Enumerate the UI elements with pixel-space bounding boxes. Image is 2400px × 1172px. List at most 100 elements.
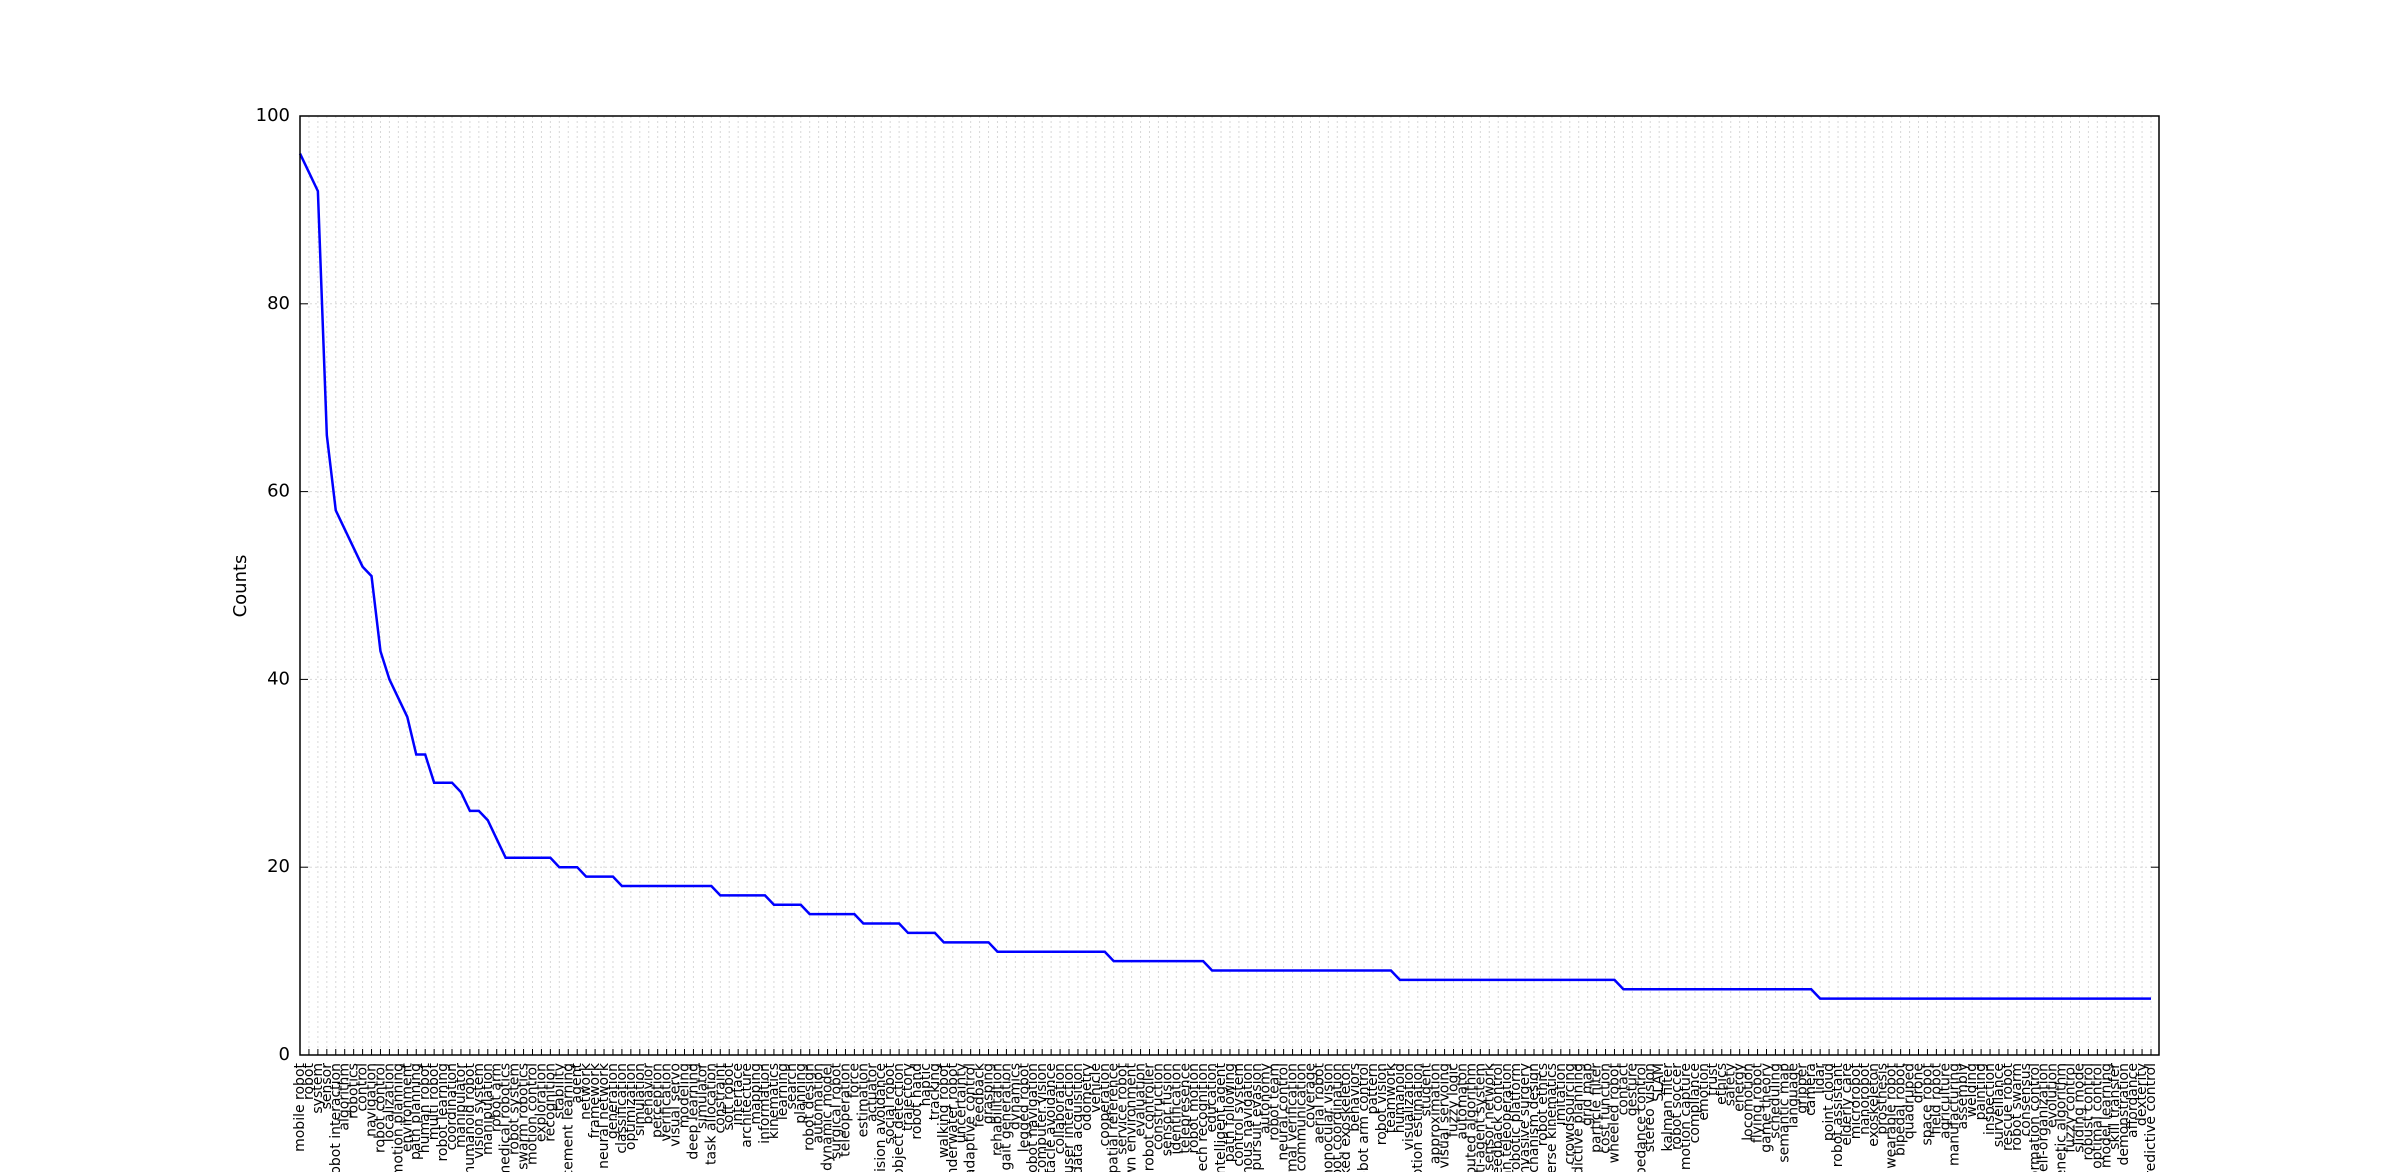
x-tick-label: affordance: [2125, 1063, 2141, 1138]
x-tick-label: cost function: [1598, 1063, 1614, 1154]
x-tick-label: robust control: [2080, 1063, 2096, 1161]
x-tick-label: rescue robot: [2000, 1062, 2016, 1150]
x-tick-label: robot navigation: [1025, 1063, 1041, 1172]
x-tick-label: neural network: [596, 1062, 612, 1169]
x-tick-label: drone: [1911, 1063, 1927, 1103]
x-tick-label: framework: [587, 1062, 603, 1138]
x-tick-label: coverage: [1302, 1063, 1318, 1128]
x-tick-label: perception: [650, 1063, 666, 1138]
x-tick-label: interface: [730, 1063, 746, 1125]
x-tick-label: human teleoperation: [1499, 1063, 1515, 1172]
x-tick-label: quadruped: [1902, 1063, 1918, 1139]
x-tick-label: point cloud: [1821, 1063, 1837, 1141]
y-tick-label: 80: [267, 293, 290, 314]
x-tick-label: consensus: [2018, 1063, 2034, 1136]
data-line: [298, 153, 2151, 1000]
x-tick-label: approximation: [1428, 1063, 1444, 1164]
x-tick-label: path planning: [408, 1063, 424, 1160]
x-tick-label: inspection: [1982, 1063, 1998, 1135]
x-tick-label: trajectory: [900, 1063, 916, 1131]
x-tick-label: coordination: [444, 1063, 460, 1150]
x-tick-label: soft robot: [721, 1062, 737, 1130]
x-tick-label: impedance control: [1633, 1063, 1649, 1172]
x-tick-label: surgical robot: [829, 1062, 845, 1159]
x-tick-label: surveillance: [1991, 1063, 2007, 1147]
x-tick-label: robot vision: [1374, 1063, 1390, 1145]
x-tick-label: telepresence: [1177, 1063, 1193, 1154]
x-tick-label: pattern: [1365, 1063, 1381, 1114]
x-tick-label: motion capture: [1678, 1063, 1694, 1170]
x-tick-label: user interaction: [1061, 1063, 1077, 1172]
x-tick-label: lidar: [1812, 1063, 1828, 1094]
x-tick-label: kinematics: [766, 1063, 782, 1139]
x-tick-label: trust: [1705, 1062, 1721, 1095]
x-tick-label: collision avoidance: [873, 1063, 889, 1172]
x-tick-label: student: [1419, 1063, 1435, 1117]
x-tick-label: architecture: [739, 1063, 755, 1148]
x-tick-label: motion planning: [390, 1063, 406, 1172]
x-tick-label: localization: [381, 1063, 397, 1142]
x-tick-label: optimal control: [2089, 1063, 2105, 1169]
x-tick-label: safety: [1723, 1063, 1739, 1106]
x-tick-label: swarm robotics: [516, 1063, 532, 1170]
x-tick-label: manipulator: [453, 1063, 469, 1148]
x-tick-label: simulator: [694, 1063, 710, 1129]
x-tick-label: visual servo: [668, 1063, 684, 1147]
x-tick-label: camera: [1803, 1063, 1819, 1116]
x-tick-label: wearable robot: [1884, 1062, 1900, 1168]
x-tick-label: crowdsourcing: [1562, 1063, 1578, 1165]
x-tick-label: control: [355, 1063, 371, 1112]
x-tick-label: marked exoskeleton: [1338, 1063, 1354, 1172]
x-tick-label: force: [846, 1063, 862, 1098]
x-tick-label: monocular vision: [1320, 1063, 1336, 1172]
x-tick-label: welding: [1964, 1063, 1980, 1118]
x-tick-label: particle filter: [1589, 1063, 1605, 1153]
x-tick-label: sensor: [319, 1063, 335, 1110]
x-tick-label: painting: [1973, 1063, 1989, 1120]
x-tick-label: medical robotics: [498, 1063, 514, 1172]
x-tick-label: visual servoing: [1437, 1063, 1453, 1168]
x-tick-label: network: [578, 1062, 594, 1120]
x-tick-label: manufacturing: [1946, 1063, 1962, 1166]
x-tick-label: mechanism design: [1526, 1063, 1542, 1172]
x-tick-label: space robot: [1919, 1062, 1935, 1145]
x-tick-label: formal verification: [1285, 1063, 1301, 1172]
y-tick-label: 20: [267, 856, 290, 877]
x-tick-label: multi-robot coordination: [1329, 1063, 1345, 1172]
x-tick-label: automaton: [1454, 1063, 1470, 1140]
y-axis-label: Counts: [230, 555, 251, 618]
x-tick-label: predictive control: [2143, 1063, 2159, 1172]
x-tick-label: manipulation: [480, 1063, 496, 1155]
x-tick-label: locomotion: [1741, 1063, 1757, 1141]
x-tick-label: imitation: [1553, 1063, 1569, 1125]
x-tick-label: elderly care: [1839, 1063, 1855, 1146]
plot-frame: [299, 115, 2160, 1056]
x-tick-label: information: [757, 1063, 773, 1144]
x-tick-label: distributed algorithm: [1463, 1063, 1479, 1172]
x-tick-label: education: [1204, 1063, 1220, 1132]
x-tick-label: intelligent agent: [1213, 1062, 1229, 1172]
x-tick-label: robot arm control: [1356, 1063, 1372, 1172]
x-tick-label: autonomous navigation: [1240, 1063, 1256, 1172]
x-tick-label: stability: [551, 1063, 567, 1119]
x-tick-label: verification: [659, 1063, 675, 1141]
x-tick-label: exploration: [533, 1063, 549, 1142]
x-tick-label: adaptive control: [963, 1063, 979, 1172]
x-tick-label: unknown environment: [1124, 1062, 1140, 1172]
x-tick-label: robot arm: [489, 1063, 505, 1132]
x-tick-label: robotic platform: [1508, 1063, 1524, 1172]
x-tick-label: object detection: [891, 1063, 907, 1172]
x-tick-label: human robot: [417, 1062, 433, 1153]
x-tick-label: inverse kinematics: [1544, 1063, 1560, 1172]
x-tick-label: obstacle avoidance: [1043, 1063, 1059, 1172]
x-tick-label: mapping: [748, 1063, 764, 1125]
x-tick-label: nanorobot: [1857, 1063, 1873, 1135]
x-tick-label: wheeled robot: [1606, 1063, 1622, 1164]
x-tick-label: computer vision: [1034, 1063, 1050, 1172]
x-tick-label: gesture: [1624, 1063, 1640, 1116]
x-tick-label: robot motion: [1186, 1063, 1202, 1153]
x-tick-label: sensor network: [1481, 1062, 1497, 1171]
x-tick-label: automation: [811, 1063, 827, 1144]
x-tick-label: self-organization: [2036, 1063, 2052, 1172]
